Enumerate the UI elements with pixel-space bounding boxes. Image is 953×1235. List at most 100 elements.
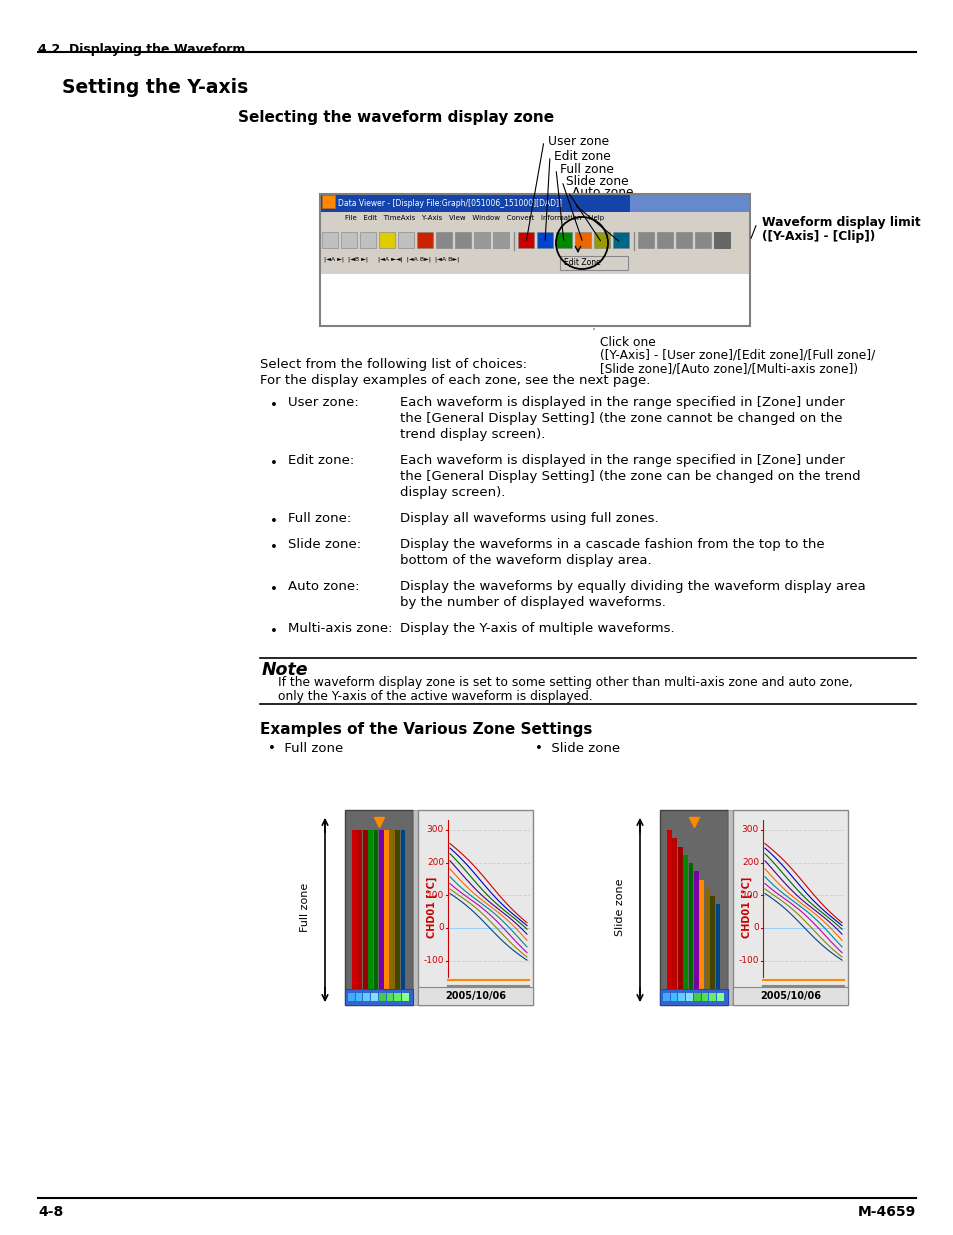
Text: •  Full zone: • Full zone xyxy=(268,742,343,755)
Bar xyxy=(695,232,710,248)
Bar xyxy=(359,232,375,248)
Bar xyxy=(556,232,572,248)
Bar xyxy=(378,830,383,995)
Text: Edit zone:: Edit zone: xyxy=(288,454,354,467)
Bar xyxy=(322,195,335,207)
Text: 100: 100 xyxy=(426,890,443,900)
Bar xyxy=(395,993,401,1002)
Bar xyxy=(416,232,433,248)
Text: [Slide zone]/[Auto zone]/[Multi-axis zone]): [Slide zone]/[Auto zone]/[Multi-axis zon… xyxy=(599,362,858,375)
Text: Display the waveforms by equally dividing the waveform display area: Display the waveforms by equally dividin… xyxy=(399,580,864,593)
Text: •  Slide zone: • Slide zone xyxy=(535,742,619,755)
Bar xyxy=(672,839,677,995)
Bar xyxy=(713,232,729,248)
Bar xyxy=(319,212,749,228)
Text: User zone: User zone xyxy=(547,135,608,148)
Text: -100: -100 xyxy=(738,956,759,965)
Text: 2005/10/06: 2005/10/06 xyxy=(444,990,505,1002)
Text: ([Y-Axis] - [User zone]/[Edit zone]/[Full zone]/: ([Y-Axis] - [User zone]/[Edit zone]/[Ful… xyxy=(599,350,874,362)
Bar xyxy=(345,989,413,1005)
Text: 300: 300 xyxy=(426,825,443,835)
Bar xyxy=(693,871,699,995)
Bar xyxy=(348,993,355,1002)
Bar xyxy=(319,194,749,326)
Bar xyxy=(693,993,700,1002)
Text: Display all waveforms using full zones.: Display all waveforms using full zones. xyxy=(399,513,658,525)
Bar xyxy=(402,993,409,1002)
Bar xyxy=(659,810,727,1005)
Bar xyxy=(732,810,847,1005)
Bar xyxy=(699,879,703,995)
Text: Display the waveforms in a cascade fashion from the top to the: Display the waveforms in a cascade fashi… xyxy=(399,538,823,551)
Bar xyxy=(340,232,356,248)
Text: -100: -100 xyxy=(423,956,443,965)
Bar xyxy=(400,830,405,995)
Bar xyxy=(436,232,452,248)
Bar xyxy=(493,232,509,248)
Bar xyxy=(715,904,720,995)
Text: 4.2  Displaying the Waveform: 4.2 Displaying the Waveform xyxy=(38,43,245,56)
Bar xyxy=(688,863,693,995)
Bar xyxy=(709,993,716,1002)
Bar xyxy=(319,194,749,212)
Bar xyxy=(559,256,627,270)
Bar xyxy=(384,830,389,995)
Text: Slide zone:: Slide zone: xyxy=(288,538,361,551)
Text: Display the Y-axis of multiple waveforms.: Display the Y-axis of multiple waveforms… xyxy=(399,622,674,635)
Text: Slide zone: Slide zone xyxy=(615,879,624,936)
Text: Waveform display limit: Waveform display limit xyxy=(761,216,920,228)
Text: Multi-axis zone: Multi-axis zone xyxy=(578,198,669,211)
Bar xyxy=(732,987,847,1005)
Bar xyxy=(670,993,677,1002)
Bar xyxy=(455,232,471,248)
Bar xyxy=(727,810,732,1005)
Text: •: • xyxy=(270,399,277,412)
Text: Data Viewer - [Display File:Graph/[051006_151000][DAD]]: Data Viewer - [Display File:Graph/[05100… xyxy=(337,199,561,207)
Text: Setting the Y-axis: Setting the Y-axis xyxy=(62,78,248,98)
Bar xyxy=(517,232,534,248)
Bar xyxy=(319,254,749,274)
Text: trend display screen).: trend display screen). xyxy=(399,429,545,441)
Bar xyxy=(677,846,682,995)
Bar xyxy=(537,232,553,248)
Bar xyxy=(676,232,691,248)
Text: Click one: Click one xyxy=(599,336,655,350)
Bar xyxy=(657,232,672,248)
Bar xyxy=(357,830,362,995)
Bar xyxy=(413,810,417,1005)
Bar xyxy=(682,855,687,995)
Text: Full zone: Full zone xyxy=(559,163,613,177)
Text: Auto zone:: Auto zone: xyxy=(288,580,359,593)
Text: M-4659: M-4659 xyxy=(857,1205,915,1219)
Bar xyxy=(662,993,669,1002)
Text: ([Y-Axis] - [Clip]): ([Y-Axis] - [Clip]) xyxy=(761,230,874,243)
Text: If the waveform display zone is set to some setting other than multi-axis zone a: If the waveform display zone is set to s… xyxy=(277,676,852,689)
Text: •: • xyxy=(270,583,277,597)
Bar xyxy=(638,232,654,248)
Text: by the number of displayed waveforms.: by the number of displayed waveforms. xyxy=(399,597,665,609)
Bar xyxy=(368,830,373,995)
Text: Each waveform is displayed in the range specified in [Zone] under: Each waveform is displayed in the range … xyxy=(399,396,843,409)
Text: bottom of the waveform display area.: bottom of the waveform display area. xyxy=(399,555,651,567)
Text: |◄A ►|  |◄B ►|     |◄A ►◄|  |◄A B►|  |◄A B►|: |◄A ►| |◄B ►| |◄A ►◄| |◄A B►| |◄A B►| xyxy=(324,257,458,263)
Text: 300: 300 xyxy=(741,825,759,835)
Text: Edit Zone: Edit Zone xyxy=(563,258,600,267)
Bar xyxy=(352,830,356,995)
Text: Examples of the Various Zone Settings: Examples of the Various Zone Settings xyxy=(260,722,592,737)
Text: Selecting the waveform display zone: Selecting the waveform display zone xyxy=(237,110,554,125)
Text: User zone:: User zone: xyxy=(288,396,358,409)
Text: •: • xyxy=(270,625,277,638)
Bar xyxy=(417,810,533,1005)
Text: 0: 0 xyxy=(753,924,759,932)
Text: •: • xyxy=(270,457,277,471)
Bar xyxy=(362,830,367,995)
Bar xyxy=(355,993,362,1002)
Bar xyxy=(629,194,749,212)
Text: Auto zone: Auto zone xyxy=(572,186,633,199)
Text: CHD01 [°C]: CHD01 [°C] xyxy=(741,877,751,939)
Bar xyxy=(363,993,370,1002)
Text: Multi-axis zone:: Multi-axis zone: xyxy=(288,622,392,635)
Text: For the display examples of each zone, see the next page.: For the display examples of each zone, s… xyxy=(260,374,650,387)
Text: Note: Note xyxy=(262,661,308,679)
Bar xyxy=(322,232,337,248)
